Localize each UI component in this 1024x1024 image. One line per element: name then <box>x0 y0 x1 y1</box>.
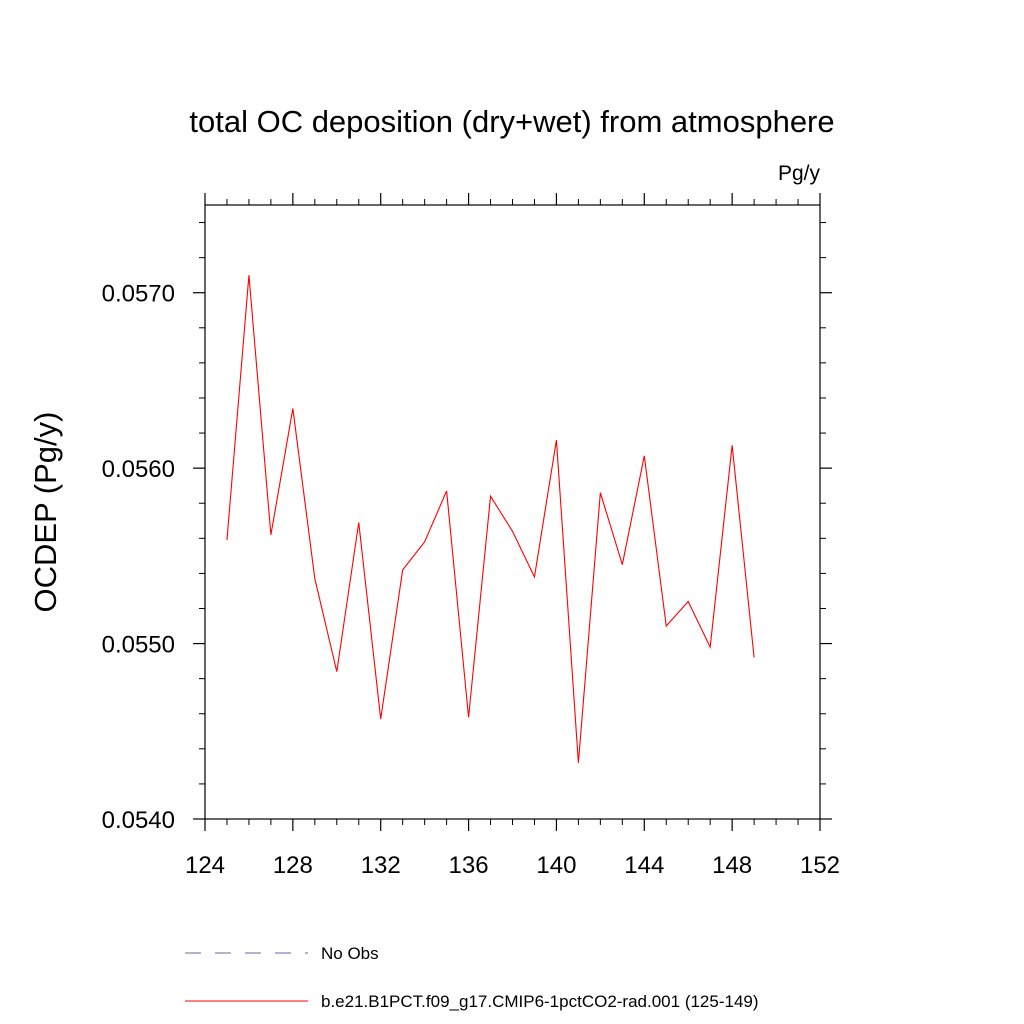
legend: No Obs b.e21.B1PCT.f09_g17.CMIP6-1pctCO2… <box>185 944 759 1011</box>
y-tick-label: 0.0540 <box>102 807 175 834</box>
series-line <box>226 275 755 763</box>
plot-frame <box>204 204 821 820</box>
x-tick-label: 128 <box>273 852 313 879</box>
series-layer <box>226 275 755 763</box>
x-tick-label: 144 <box>624 852 664 879</box>
axis-tick-labels: 124 128 132 136 140 144 148 152 0.0540 0.0550 0.05… <box>102 281 840 879</box>
y-tick-label: 0.0560 <box>102 456 175 483</box>
units-label: Pg/y <box>778 162 821 185</box>
legend-label-no-obs: No Obs <box>321 944 379 963</box>
x-tick-label: 140 <box>536 852 576 879</box>
y-tick-label: 0.0550 <box>102 632 175 659</box>
axis-ticks <box>193 193 832 831</box>
x-tick-label: 132 <box>361 852 401 879</box>
legend-label-model-run: b.e21.B1PCT.f09_g17.CMIP6-1pctCO2-rad.00… <box>321 992 759 1011</box>
x-tick-label: 148 <box>712 852 752 879</box>
x-tick-label: 124 <box>185 852 225 879</box>
x-tick-label: 152 <box>800 852 840 879</box>
x-tick-label: 136 <box>449 852 489 879</box>
y-tick-label: 0.0570 <box>102 281 175 308</box>
chart-title: total OC deposition (dry+wet) from atmos… <box>189 104 834 139</box>
y-axis-label: OCDEP (Pg/y) <box>28 412 63 613</box>
